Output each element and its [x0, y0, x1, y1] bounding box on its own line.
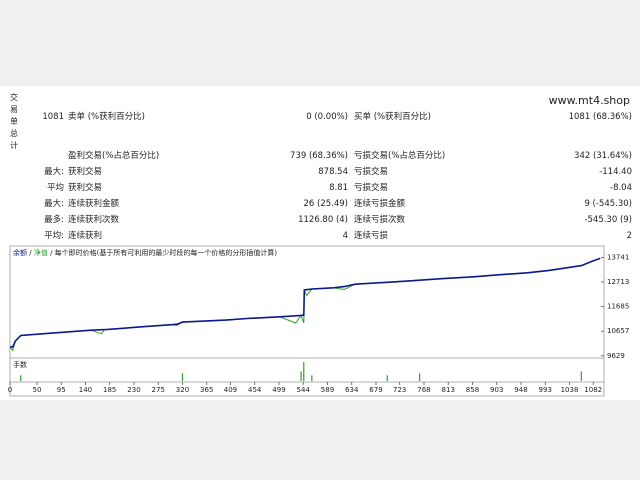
stat-value: 342 (31.64%) [574, 151, 632, 161]
y-tick-label: 11685 [607, 303, 629, 311]
lots-label: 手数 [13, 360, 27, 369]
row-total: 1081 [42, 112, 64, 122]
x-tick-label: 993 [539, 386, 552, 394]
x-tick-label: 1082 [584, 386, 602, 394]
lots-bar [580, 371, 582, 381]
stat-value: -114.40 [599, 167, 632, 177]
stat-label: 连续亏损次数 [354, 215, 406, 225]
x-tick-label: 140 [79, 386, 92, 394]
stat-label: 获利交易 [68, 167, 103, 177]
row-prefix: 平均 [46, 183, 64, 193]
y-tick-label: 13741 [607, 253, 629, 261]
row-prefix: 最大: [44, 199, 64, 209]
chart-frame [9, 245, 605, 397]
x-tick-label: 275 [152, 386, 165, 394]
lots-bar [181, 373, 184, 381]
stat-label: 亏损交易 [354, 167, 389, 177]
stat-label: 获利交易 [68, 183, 103, 193]
stat-label: 连续亏损 [354, 231, 389, 241]
lots-bar [386, 375, 388, 381]
x-tick-label: 454 [248, 386, 262, 394]
stat-label: 连续获利金额 [68, 199, 120, 209]
lots-bar [419, 373, 421, 381]
x-tick-label: 409 [224, 386, 237, 394]
x-tick-label: 50 [32, 386, 41, 394]
y-tick-label: 12713 [607, 278, 629, 286]
x-tick-label: 589 [321, 386, 334, 394]
series-line [10, 257, 601, 348]
stat-value: 739 (68.36%) [290, 151, 348, 161]
x-tick-label: 1038 [561, 386, 579, 394]
legend-separator: / [50, 249, 53, 257]
legend-note: 每个即时价格(基于所有可利用的最少时段的每一个价格的分形插值计算) [55, 248, 278, 257]
x-tick-label: 544 [297, 386, 311, 394]
stat-value: -8.04 [610, 183, 632, 193]
legend-separator: / [29, 249, 32, 257]
x-tick-label: 320 [176, 386, 189, 394]
stat-value: 0 (0.00%) [306, 112, 348, 122]
stat-label: 连续获利次数 [68, 215, 120, 225]
x-tick-label: 95 [57, 386, 66, 394]
stat-label: 盈利交易(%占总百分比) [68, 151, 160, 161]
stat-value: 4 [342, 231, 348, 241]
stat-label: 卖单 (%获利百分比) [68, 112, 145, 122]
stat-value: 8.81 [329, 183, 348, 193]
lots-bar [20, 375, 22, 381]
x-tick-label: 185 [103, 386, 116, 394]
stat-value: 26 (25.49) [303, 199, 348, 209]
stat-value: 878.54 [318, 167, 348, 177]
stat-label: 亏损交易(%占总百分比) [354, 151, 446, 161]
legend: 余额 / 净值 / 每个即时价格(基于所有可利用的最少时段的每一个价格的分形插值… [13, 248, 277, 257]
row-prefix: 最大: [44, 167, 64, 177]
x-tick-label: 768 [417, 386, 430, 394]
x-tick-label: 813 [442, 386, 455, 394]
legend-entry: 余额 [13, 248, 27, 257]
stat-label: 亏损交易 [354, 183, 389, 193]
x-tick-label: 903 [490, 386, 503, 394]
section-label: 交易单总计 [10, 93, 18, 150]
x-tick-label: 634 [345, 386, 359, 394]
lots-bar [303, 362, 305, 381]
x-tick-label: 858 [466, 386, 479, 394]
site-watermark: www.mt4.shop [548, 94, 630, 107]
stat-value: 1081 (68.36%) [568, 112, 632, 122]
stat-label: 连续亏损金额 [354, 199, 406, 209]
x-tick-label: 948 [514, 386, 527, 394]
x-tick-label: 723 [393, 386, 406, 394]
stat-label: 买单 (%获利百分比) [354, 112, 431, 122]
row-prefix: 平均: [44, 231, 64, 241]
x-tick-label: 0 [8, 386, 12, 394]
lots-bar [311, 375, 313, 381]
stat-value: 9 (-545.30) [584, 199, 632, 209]
x-tick-label: 365 [200, 386, 213, 394]
y-tick-label: 10657 [607, 327, 629, 335]
lots-bar [300, 371, 302, 381]
stat-value: 1126.80 (4) [298, 215, 348, 225]
stat-label: 连续获利 [68, 231, 103, 241]
y-tick-label: 9629 [607, 352, 625, 360]
row-prefix: 最多: [44, 215, 64, 225]
stat-value: 2 [626, 231, 632, 241]
x-tick-label: 679 [369, 386, 382, 394]
x-tick-label: 230 [127, 386, 140, 394]
stat-value: -545.30 (9) [584, 215, 632, 225]
legend-entry: 净值 [34, 248, 48, 257]
x-tick-label: 499 [272, 386, 285, 394]
